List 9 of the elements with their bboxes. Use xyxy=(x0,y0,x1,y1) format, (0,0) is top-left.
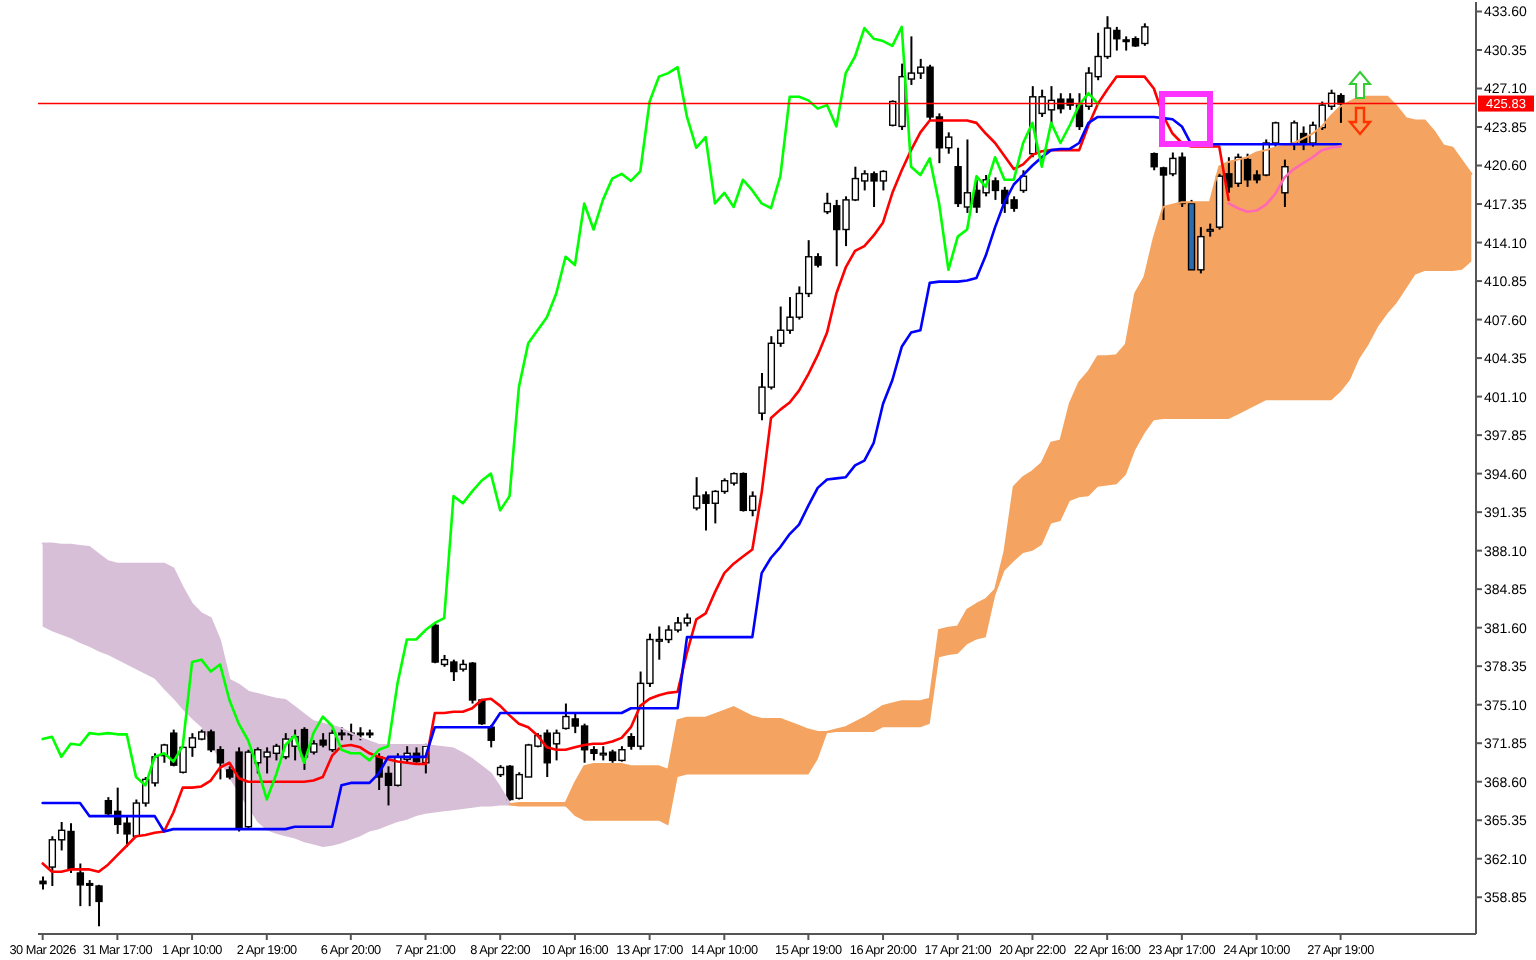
candlestick xyxy=(907,35,916,86)
line-series xyxy=(41,25,1100,801)
candlestick xyxy=(76,862,85,908)
candlestick xyxy=(1281,158,1289,208)
candlestick xyxy=(104,796,113,818)
line-series xyxy=(41,115,1342,833)
candlestick xyxy=(552,728,561,762)
candlestick xyxy=(48,835,57,888)
line-series xyxy=(1227,145,1342,214)
